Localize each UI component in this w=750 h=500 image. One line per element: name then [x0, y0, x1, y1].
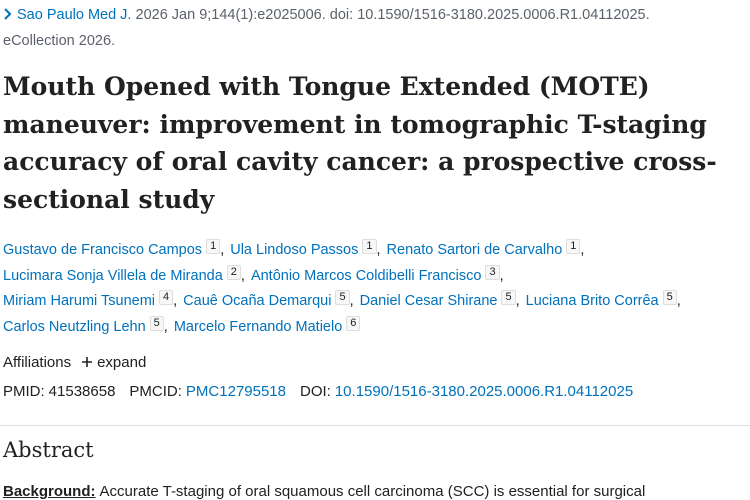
- ecollection: eCollection 2026.: [3, 33, 116, 49]
- affiliation-number[interactable]: 1: [566, 239, 581, 254]
- affiliation-number[interactable]: 2: [226, 264, 241, 280]
- author: Renato Sartori de Carvalho 1: [386, 239, 590, 258]
- author: Ula Lindoso Passos 1: [230, 239, 387, 258]
- author-name[interactable]: Luciana Brito Corrêa: [525, 293, 659, 309]
- identifiers: PMID: 41538658 PMCID: PMC12795518 DOI: 10.159…: [3, 383, 647, 400]
- journal-link[interactable]: Sao Paulo Med J.: [17, 7, 132, 23]
- affiliations: Affiliations expand: [3, 354, 146, 371]
- affiliation-number[interactable]: 5: [501, 290, 516, 305]
- citation-details: 2026 Jan 9;144(1):e2025006. doi: 10.1590…: [135, 7, 650, 23]
- identifier-value[interactable]: PMC12795518: [185, 383, 286, 400]
- affiliation-number[interactable]: 3: [485, 264, 500, 280]
- author: Lucimara Sonja Villela de Miranda 2: [3, 264, 251, 284]
- identifier: PMID: 41538658: [3, 383, 115, 400]
- identifier-label: PMID:: [3, 383, 45, 400]
- author-name[interactable]: Miriam Harumi Tsunemi: [3, 293, 156, 309]
- chevron-icon: [4, 8, 12, 20]
- citation: Sao Paulo Med J. 2026 Jan 9;144(1):e2025…: [3, 2, 743, 54]
- author-name[interactable]: Cauê Ocaña Demarqui: [183, 293, 332, 309]
- divider: [0, 425, 750, 426]
- affiliation-number[interactable]: 4: [159, 290, 174, 305]
- identifier-label: PMCID:: [129, 383, 182, 400]
- affiliation-number[interactable]: 6: [346, 315, 361, 331]
- author-name[interactable]: Ula Lindoso Passos: [230, 242, 359, 258]
- author-name[interactable]: Marcelo Fernando Matielo: [173, 318, 343, 335]
- affiliations-label: Affiliations: [3, 354, 72, 371]
- author: Antônio Marcos Coldibelli Francisco 3: [250, 264, 510, 284]
- identifier: PMCID: PMC12795518: [129, 383, 286, 400]
- author-name[interactable]: Renato Sartori de Carvalho: [386, 242, 563, 258]
- author: Luciana Brito Corrêa 5: [525, 290, 687, 309]
- identifier: DOI: 10.1590/1516-3180.2025.0006.R1.04112…: [300, 383, 633, 400]
- affiliation-number[interactable]: 1: [206, 239, 221, 254]
- author-name[interactable]: Lucimara Sonja Villela de Miranda: [3, 267, 223, 284]
- author: Carlos Neutzling Lehn 5: [3, 315, 174, 335]
- section-text: Accurate T-staging of oral squamous cell…: [99, 483, 646, 500]
- plus-icon: [82, 357, 93, 367]
- author: Marcelo Fernando Matielo 6: [173, 315, 361, 335]
- affiliation-number[interactable]: 1: [362, 239, 377, 254]
- abstract-heading: Abstract: [3, 438, 94, 462]
- author-list: Gustavo de Francisco Campos1Ula Lindoso …: [3, 238, 748, 340]
- affiliation-number[interactable]: 5: [149, 315, 164, 331]
- affiliation-number[interactable]: 5: [662, 290, 677, 305]
- expand-toggle[interactable]: expand: [97, 354, 147, 371]
- author: Gustavo de Francisco Campos 1: [3, 239, 230, 258]
- section-label: Background:: [3, 483, 96, 500]
- author-name[interactable]: Gustavo de Francisco Campos: [3, 242, 203, 258]
- author: Miriam Harumi Tsunemi 4: [3, 290, 183, 309]
- author-name[interactable]: Daniel Cesar Shirane: [359, 293, 498, 309]
- author-name[interactable]: Antônio Marcos Coldibelli Francisco: [250, 267, 482, 284]
- author-name[interactable]: Carlos Neutzling Lehn: [3, 318, 146, 335]
- identifier-label: DOI:: [300, 383, 331, 400]
- author: Cauê Ocaña Demarqui 5: [183, 290, 360, 309]
- abstract-body: Background: Accurate T-staging of oral sq…: [3, 483, 750, 500]
- author: Daniel Cesar Shirane 5: [359, 290, 526, 309]
- affiliation-number[interactable]: 5: [335, 290, 350, 305]
- article-title: Mouth Opened with Tongue Extended (MOTE)…: [3, 72, 717, 214]
- identifier-value: 41538658: [48, 383, 116, 400]
- identifier-value[interactable]: 10.1590/1516-3180.2025.0006.R1.04112025: [334, 383, 634, 400]
